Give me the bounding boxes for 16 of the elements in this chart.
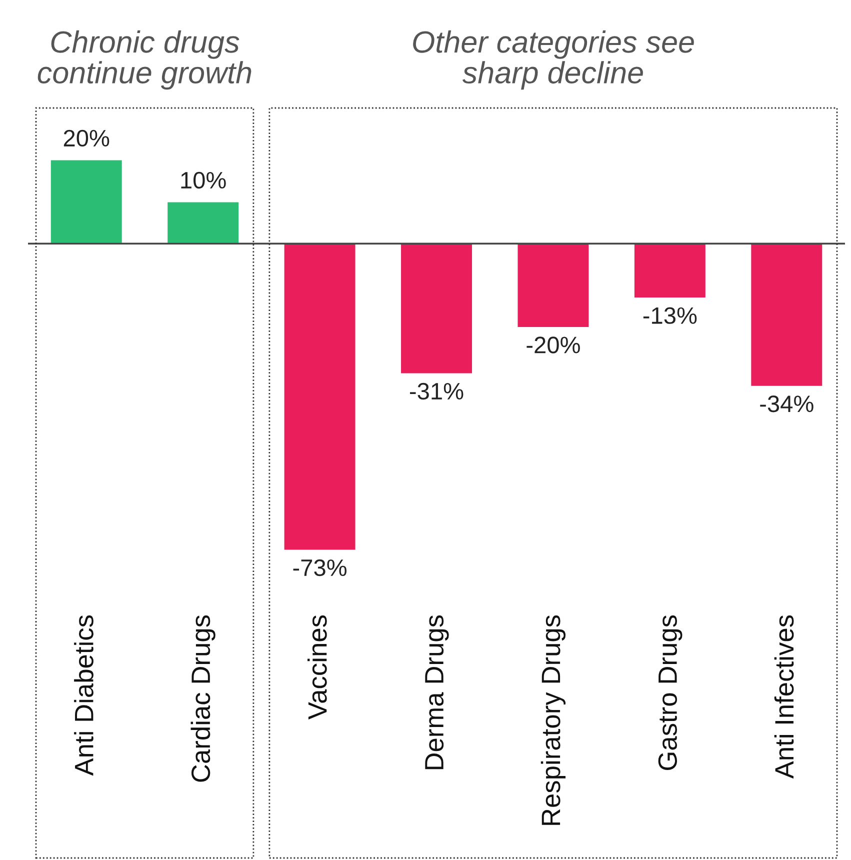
data-label: 10%	[181, 172, 226, 189]
x-tick-label: Anti Diabetics	[74, 615, 94, 776]
x-tick-label: Gastro Drugs	[658, 615, 682, 770]
x-tick-label: Derma Drugs	[425, 615, 449, 770]
data-label: -20%	[526, 336, 580, 354]
data-label: -34%	[760, 395, 814, 412]
x-tick-label: Cardiac Drugs	[190, 615, 216, 782]
text: Chronic drugs continue growth	[38, 30, 252, 90]
text: Other categories see sharp decline	[413, 30, 694, 90]
x-tick-label: Anti Infectives	[774, 615, 794, 779]
x-tick-label: Vaccines	[307, 615, 327, 720]
data-label: -73%	[293, 559, 347, 576]
data-label: -31%	[410, 382, 464, 400]
data-label: -13%	[643, 307, 697, 324]
data-label: 20%	[64, 130, 110, 147]
x-tick-label: Respiratory Drugs	[540, 615, 566, 825]
